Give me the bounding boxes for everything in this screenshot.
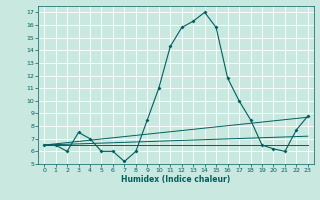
X-axis label: Humidex (Indice chaleur): Humidex (Indice chaleur) — [121, 175, 231, 184]
